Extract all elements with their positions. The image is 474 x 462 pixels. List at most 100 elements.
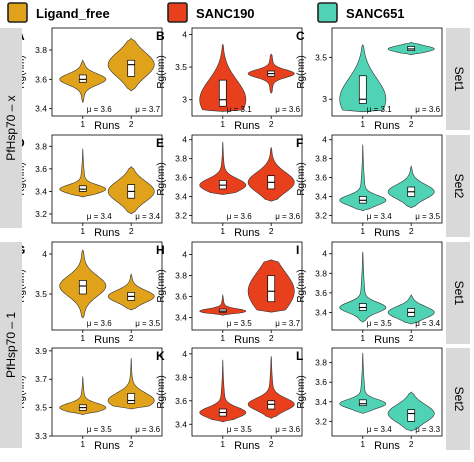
x-axis-title: Runs [374, 334, 400, 346]
x-tick-label: 1 [360, 119, 365, 129]
y-tick-label: 3.8 [35, 45, 47, 55]
y-tick-label: 3.6 [175, 173, 187, 183]
y-tick-label: 4 [42, 249, 47, 259]
y-tick-label: 3.6 [315, 288, 327, 298]
y-tick-label: 3.8 [315, 268, 327, 278]
violin-run-2 [107, 357, 155, 410]
x-tick-label: 2 [269, 119, 274, 129]
legend-label: SANC190 [196, 6, 255, 21]
strip-bg [446, 348, 470, 450]
panel-B: B 3 3.5 4 Rg(nm) μ = 3.1 μ = 3.6 1 2 Runs [156, 27, 303, 132]
legend-swatch [317, 2, 338, 23]
legend-swatch [167, 2, 188, 23]
panel-C: C 3 3.5 Rg(nm) μ = 3.1 μ = 3.6 1 2 Runs [296, 27, 443, 132]
panel-letter: C [296, 29, 305, 43]
strip-label: PfHsp70 – x [4, 95, 18, 160]
y-tick-label: 4 [322, 249, 327, 259]
y-tick-label: 3.5 [35, 289, 47, 299]
x-tick-label: 1 [360, 439, 365, 449]
plot-frame [191, 27, 303, 117]
y-tick-label: 4 [182, 349, 187, 359]
plot-frame [331, 347, 443, 437]
y-tick-label: 3.6 [35, 164, 47, 174]
x-axis-title: Runs [374, 227, 400, 239]
box-run-2 [407, 409, 416, 422]
violin-run-1 [59, 148, 107, 198]
box-run-2 [267, 275, 276, 303]
box-run-1 [358, 75, 367, 104]
y-tick-label: 3.4 [35, 186, 47, 196]
mean-annotation: μ = 3.3 [415, 425, 440, 434]
mean-annotation: μ = 3.5 [87, 425, 112, 434]
y-tick-label: 3.8 [35, 141, 47, 151]
plot-frame [331, 134, 443, 224]
legend-label: Ligand_free [36, 6, 110, 21]
box-run-2 [267, 400, 276, 410]
y-axis-title: Rg(nm) [156, 55, 167, 88]
strip-bg [0, 242, 22, 448]
y-tick-label: 3.5 [35, 403, 47, 413]
y-axis-title: Rg(nm) [296, 162, 307, 195]
mean-annotation: μ = 3.6 [275, 212, 300, 221]
x-tick-label: 2 [409, 439, 414, 449]
strip-left: PfHsp70 – x [0, 28, 22, 228]
y-tick-label: 3.8 [175, 271, 187, 281]
violin-run-1 [339, 251, 387, 323]
y-tick-label: 4 [182, 30, 187, 40]
x-axis-title: Runs [94, 120, 120, 132]
legend-label: SANC651 [346, 6, 405, 21]
strip-label: Set1 [452, 281, 466, 306]
y-tick-label: 3.6 [315, 377, 327, 387]
y-tick-label: 3 [322, 94, 327, 104]
y-axis-title: Rg(nm) [156, 375, 167, 408]
mean-annotation: μ = 3.6 [275, 425, 300, 434]
y-tick-label: 3.2 [315, 210, 327, 220]
x-tick-label: 2 [129, 333, 134, 343]
y-tick-label: 3.4 [175, 192, 187, 202]
x-tick-label: 1 [360, 226, 365, 236]
y-axis-title: Rg(nm) [156, 269, 167, 302]
legend-item: Ligand_free [7, 2, 110, 23]
x-tick-label: 2 [129, 119, 134, 129]
mean-annotation: μ = 3.6 [275, 105, 300, 114]
violin-run-2 [247, 356, 295, 419]
y-tick-label: 3.2 [35, 209, 47, 219]
panel-F: F 3.2 3.4 3.6 3.8 4 Rg(nm) μ = 3.4 μ = 3.5 1 2 Runs [296, 134, 443, 239]
mean-annotation: μ = 3.5 [135, 319, 160, 328]
y-axis-title: Rg(nm) [296, 375, 307, 408]
x-tick-label: 2 [409, 119, 414, 129]
violin-run-1 [199, 294, 247, 316]
y-tick-label: 3.4 [35, 104, 47, 114]
x-tick-label: 1 [360, 333, 365, 343]
mean-annotation: μ = 3.7 [135, 105, 160, 114]
mean-annotation: μ = 3.1 [227, 105, 252, 114]
y-tick-label: 3.7 [35, 374, 47, 384]
y-tick-label: 3.4 [315, 397, 327, 407]
panel-letter: H [156, 243, 165, 257]
mean-annotation: μ = 3.4 [415, 319, 440, 328]
mean-annotation: μ = 3.6 [227, 212, 252, 221]
y-tick-label: 3.6 [175, 291, 187, 301]
plot-frame [51, 241, 163, 331]
strip-label: Set2 [452, 387, 466, 412]
x-axis-title: Runs [94, 227, 120, 239]
plot-frame [191, 241, 303, 331]
y-tick-label: 3.2 [315, 416, 327, 426]
mean-annotation: μ = 3.4 [367, 212, 392, 221]
x-axis-title: Runs [94, 334, 120, 346]
violin-run-2 [247, 147, 295, 202]
panel-letter: F [296, 136, 303, 150]
x-axis-title: Runs [234, 120, 260, 132]
mean-annotation: μ = 3.6 [135, 425, 160, 434]
x-tick-label: 1 [80, 439, 85, 449]
mean-annotation: μ = 3.5 [227, 319, 252, 328]
mean-annotation: μ = 3.6 [87, 319, 112, 328]
violin-run-1 [339, 352, 387, 414]
panel-letter: L [296, 349, 303, 363]
x-axis-title: Runs [94, 440, 120, 452]
mean-annotation: μ = 3.5 [367, 319, 392, 328]
mean-annotation: μ = 3.5 [415, 212, 440, 221]
plot-frame [331, 241, 443, 331]
